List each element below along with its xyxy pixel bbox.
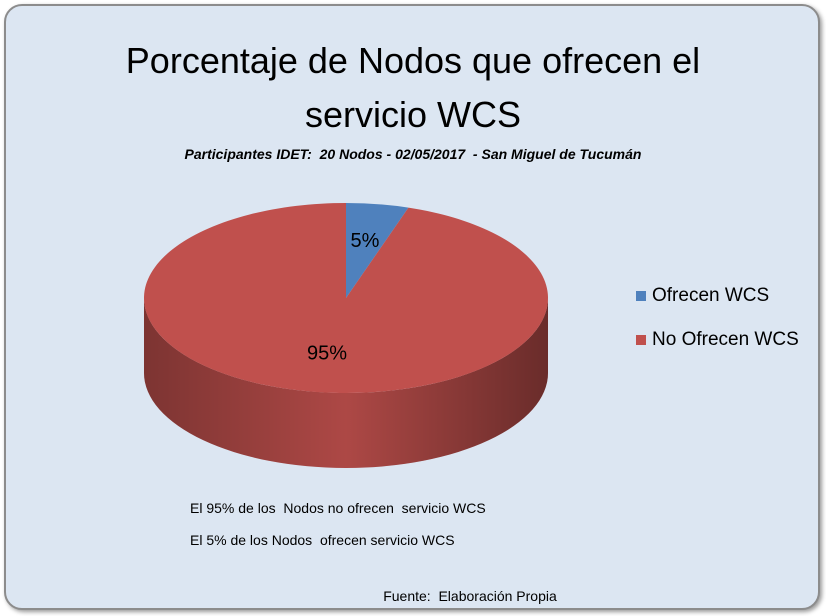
data-label: 95% <box>307 343 347 365</box>
legend-swatch <box>636 335 646 345</box>
annotation: El 5% de los Nodos ofrecen servicio WCS <box>190 532 455 548</box>
legend-swatch <box>636 291 646 301</box>
annotation: El 95% de los Nodos no ofrecen servicio … <box>190 500 486 516</box>
legend-label: No Ofrecen WCS <box>652 329 799 350</box>
pie-slice <box>346 203 409 298</box>
legend-label: Ofrecen WCS <box>652 285 769 306</box>
data-label: 5% <box>351 230 380 252</box>
chart-subtitle: Participantes IDET: 20 Nodos - 02/05/201… <box>184 146 642 162</box>
chart-title: Porcentaje de Nodos que ofrecen el servi… <box>125 40 701 135</box>
source-note: Fuente: Elaboración Propia <box>383 588 557 604</box>
pie-slice <box>144 203 549 393</box>
